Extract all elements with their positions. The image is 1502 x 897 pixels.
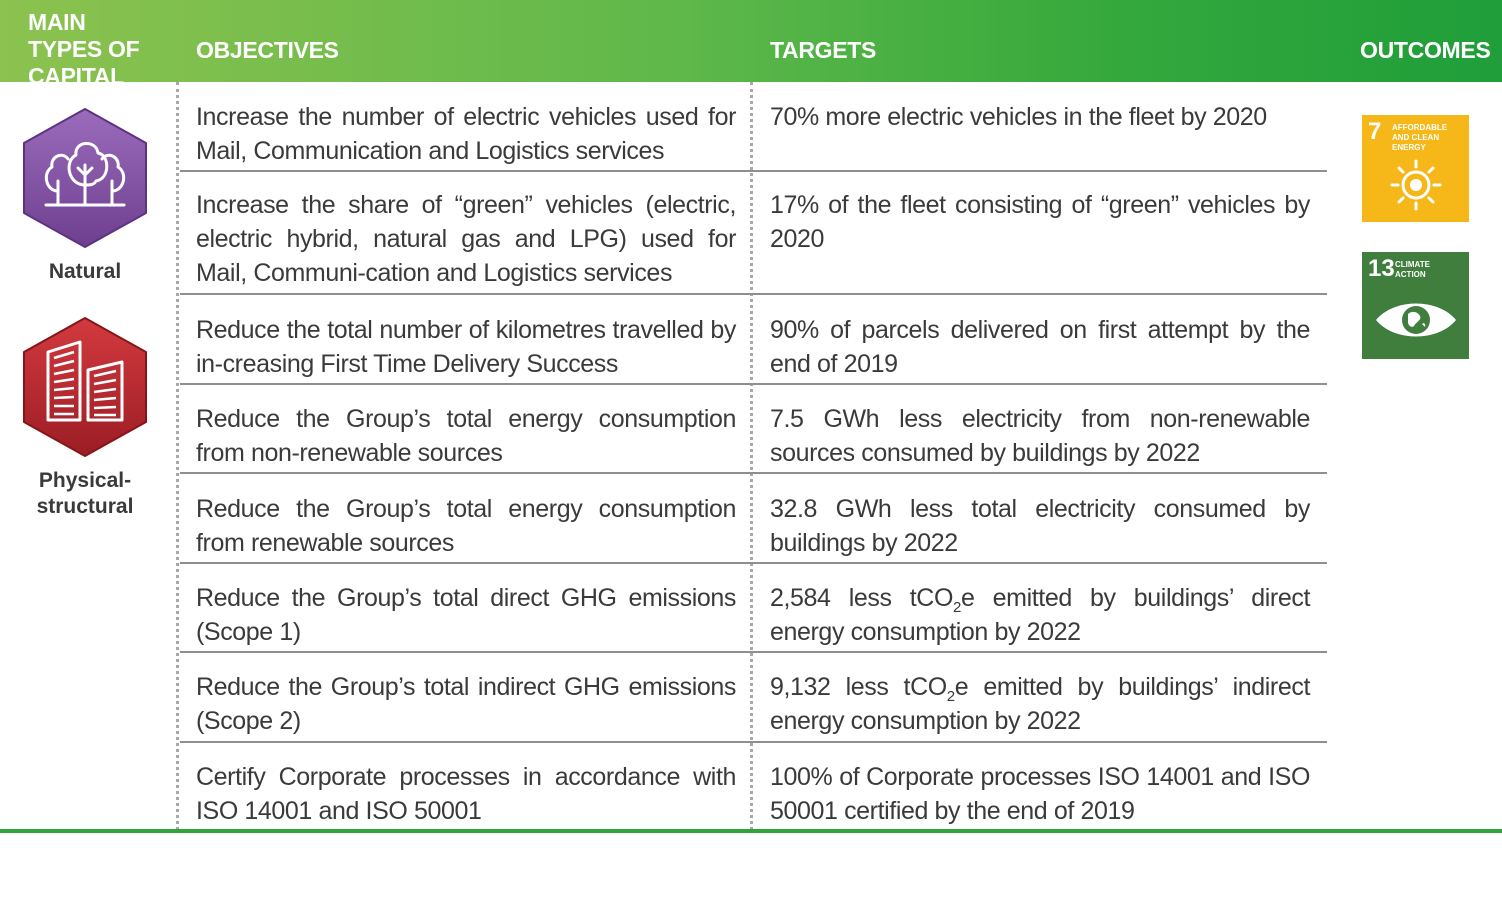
row-divider	[180, 472, 1327, 474]
table-bottom-rule	[0, 829, 1502, 833]
table-row: Reduce the Group’s total direct GHG emis…	[180, 571, 1327, 651]
target-cell: 32.8 GWh less total electricity consumed…	[770, 495, 1310, 557]
target-cell: 70% more electric vehicles in the fleet …	[770, 103, 1267, 131]
capital-label-natural: Natural	[48, 260, 122, 283]
objective-cell: Certify Corporate processes in accordanc…	[196, 763, 736, 825]
buildings-icon	[23, 317, 147, 457]
row-divider	[180, 651, 1327, 653]
target-cell: 90% of parcels delivered on first attemp…	[770, 316, 1310, 378]
objective-cell: Increase the number of electric vehicles…	[196, 103, 736, 165]
header-objectives: OBJECTIVES	[196, 37, 339, 63]
table-row: Reduce the Group’s total energy consumpt…	[180, 392, 1327, 472]
target-text: e emitted by buildings’ direct energy co…	[770, 584, 1310, 646]
sdg-title: CLIMATE ACTION	[1395, 260, 1430, 279]
table-row: Reduce the Group’s total indirect GHG em…	[180, 660, 1327, 740]
objective-cell: Reduce the Group’s total energy consumpt…	[196, 495, 736, 557]
objective-cell: Reduce the Group’s total indirect GHG em…	[196, 673, 736, 735]
sdg-title: AFFORDABLE AND CLEAN ENERGY	[1392, 123, 1448, 152]
target-cell: 100% of Corporate processes ISO 14001 an…	[770, 763, 1310, 825]
target-cell: 17% of the fleet consisting of “green” v…	[770, 191, 1310, 253]
table-row: Reduce the total number of kilometres tr…	[180, 303, 1327, 383]
sdg-13-tile: 13 CLIMATE ACTION	[1362, 252, 1469, 359]
row-divider	[180, 293, 1327, 295]
target-cell: 7.5 GWh less electricity from non-renewa…	[770, 405, 1310, 467]
table-row: Increase the share of “green” vehicles (…	[180, 178, 1327, 293]
row-divider	[180, 170, 1327, 172]
target-cell: 9,132 less tCO2e emitted by buildings’ i…	[770, 670, 1310, 738]
sun-icon	[1390, 159, 1442, 211]
table-row: Certify Corporate processes in accordanc…	[180, 750, 1327, 828]
row-divider	[180, 383, 1327, 385]
header-targets: TARGETS	[770, 37, 877, 63]
target-text: e emitted by buildings’ indirect energy …	[770, 673, 1310, 735]
row-divider	[180, 562, 1327, 564]
column-divider	[176, 82, 179, 830]
target-cell: 2,584 less tCO2e emitted by buildings’ d…	[770, 581, 1310, 649]
objective-cell: Reduce the Group’s total direct GHG emis…	[196, 584, 736, 646]
objective-cell: Increase the share of “green” vehicles (…	[196, 191, 736, 287]
table-row: Reduce the Group’s total energy consumpt…	[180, 482, 1327, 562]
objective-cell: Reduce the Group’s total energy consumpt…	[196, 405, 736, 467]
target-text: 9,132 less tCO	[770, 673, 947, 701]
header-capital: MAIN TYPES OF CAPITAL	[28, 9, 140, 89]
capital-label-physical: Physical-structural	[36, 469, 134, 518]
trees-icon	[23, 108, 147, 248]
sdg-number: 7	[1368, 118, 1382, 145]
column-divider	[750, 82, 753, 830]
sdg-number: 13	[1368, 255, 1395, 282]
subscript: 2	[946, 688, 955, 705]
target-text: 2,584 less tCO	[770, 584, 954, 612]
subscript: 2	[953, 599, 961, 616]
table-row: Increase the number of electric vehicles…	[180, 90, 1327, 170]
row-divider	[180, 741, 1327, 743]
table-header: MAIN TYPES OF CAPITAL OBJECTIVES TARGETS…	[0, 0, 1502, 89]
header-outcomes: OUTCOMES	[1360, 37, 1491, 63]
sdg-7-tile: 7 AFFORDABLE AND CLEAN ENERGY	[1362, 115, 1469, 222]
objective-cell: Reduce the total number of kilometres tr…	[196, 316, 736, 378]
eye-globe-icon	[1376, 303, 1456, 337]
